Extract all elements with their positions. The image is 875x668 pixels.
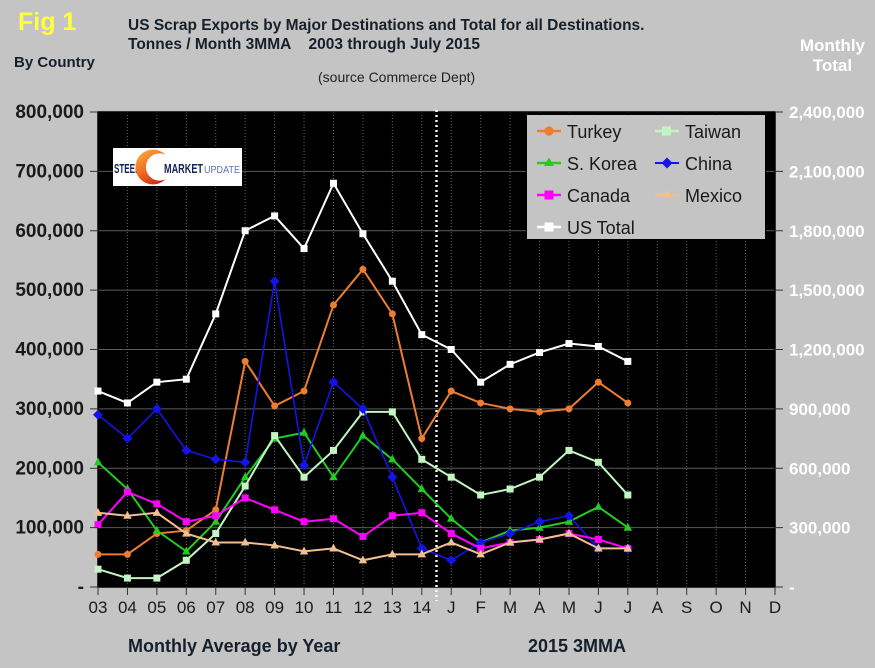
svg-text:O: O: [710, 598, 723, 617]
svg-text:08: 08: [236, 598, 255, 617]
svg-text:China: China: [685, 154, 733, 174]
svg-text:100,000: 100,000: [15, 518, 84, 539]
svg-text:S: S: [681, 598, 692, 617]
svg-text:400,000: 400,000: [15, 340, 84, 361]
svg-text:2,400,000: 2,400,000: [789, 103, 865, 122]
svg-text:N: N: [739, 598, 751, 617]
svg-text:Taiwan: Taiwan: [685, 122, 741, 142]
svg-text:1,500,000: 1,500,000: [789, 281, 865, 300]
svg-text:Turkey: Turkey: [567, 122, 621, 142]
svg-text:04: 04: [118, 598, 137, 617]
svg-text:J: J: [447, 598, 456, 617]
svg-text:600,000: 600,000: [15, 221, 84, 242]
svg-text:500,000: 500,000: [15, 280, 84, 301]
svg-text:2,100,000: 2,100,000: [789, 162, 865, 181]
svg-text:-: -: [789, 578, 795, 597]
svg-text:200,000: 200,000: [15, 458, 84, 479]
svg-text:05: 05: [147, 598, 166, 617]
svg-text:300,000: 300,000: [15, 399, 84, 420]
svg-text:700,000: 700,000: [15, 161, 84, 182]
svg-text:11: 11: [325, 598, 343, 617]
svg-text:M: M: [503, 598, 517, 617]
svg-text:Canada: Canada: [567, 186, 631, 206]
svg-text:A: A: [652, 598, 664, 617]
svg-text:F: F: [475, 598, 485, 617]
svg-text:UPDATE: UPDATE: [204, 164, 240, 176]
svg-text:12: 12: [353, 598, 372, 617]
svg-text:M: M: [562, 598, 576, 617]
svg-text:MARKET: MARKET: [164, 162, 203, 176]
svg-text:800,000: 800,000: [15, 102, 84, 123]
svg-text:A: A: [534, 598, 546, 617]
svg-text:13: 13: [383, 598, 402, 617]
svg-text:1,800,000: 1,800,000: [789, 222, 865, 241]
svg-text:09: 09: [265, 598, 284, 617]
svg-text:J: J: [594, 598, 603, 617]
svg-text:03: 03: [89, 598, 108, 617]
svg-text:600,000: 600,000: [789, 459, 850, 478]
svg-text:900,000: 900,000: [789, 400, 850, 419]
svg-text:S. Korea: S. Korea: [567, 154, 638, 174]
svg-text:D: D: [769, 598, 781, 617]
svg-text:Mexico: Mexico: [685, 186, 742, 206]
svg-text:14: 14: [412, 598, 431, 617]
svg-text:-: -: [78, 577, 84, 598]
svg-text:07: 07: [206, 598, 225, 617]
svg-text:J: J: [624, 598, 633, 617]
svg-text:10: 10: [295, 598, 314, 617]
svg-text:06: 06: [177, 598, 196, 617]
svg-text:1,200,000: 1,200,000: [789, 341, 865, 360]
svg-text:US Total: US Total: [567, 218, 635, 238]
svg-text:300,000: 300,000: [789, 519, 850, 538]
